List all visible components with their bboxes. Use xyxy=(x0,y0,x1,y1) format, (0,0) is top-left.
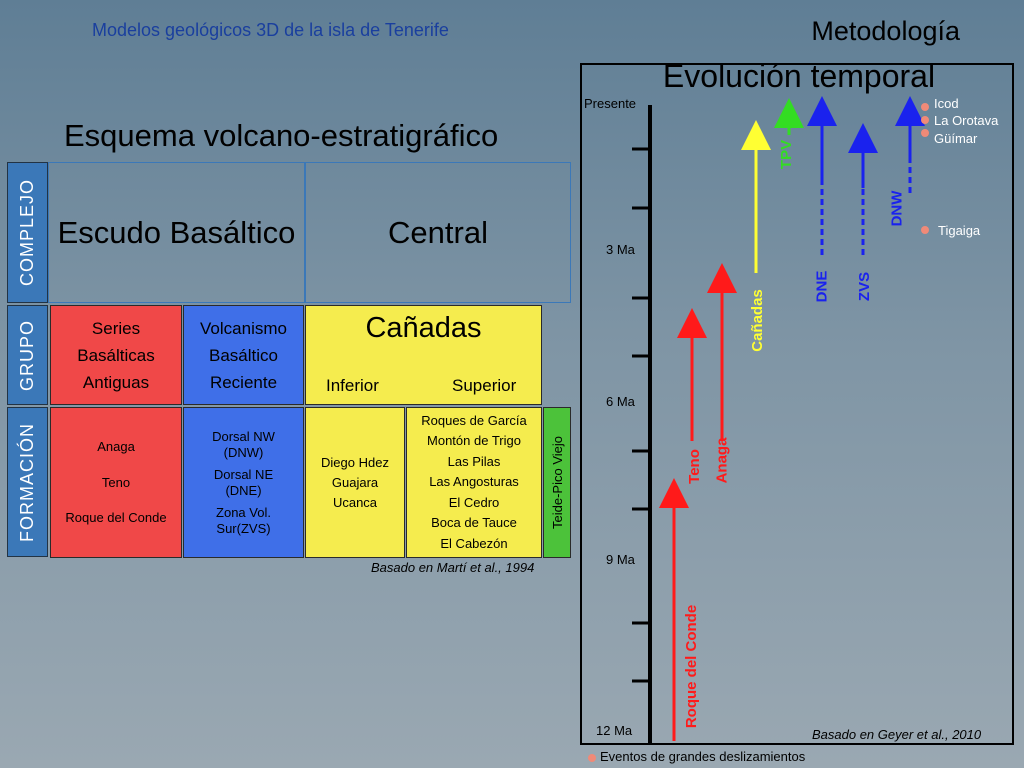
form-teide: Teide-Pico Viejo xyxy=(543,407,571,558)
central-label: Central xyxy=(388,214,488,250)
form-zvs-1: Zona Vol. xyxy=(216,504,271,520)
label-anaga: Anaga xyxy=(713,437,731,484)
form-superior: Roques de García Montón de Trigo Las Pil… xyxy=(406,407,542,558)
form-dnw-2: (DNW) xyxy=(223,444,264,460)
form-angosturas: Las Angosturas xyxy=(429,474,519,490)
grupo-canadas: Cañadas Inferior Superior xyxy=(305,305,542,405)
form-guajara: Guajara xyxy=(331,474,379,490)
volc-line2: Basáltico xyxy=(209,345,278,365)
label-zvs: ZVS xyxy=(856,271,874,302)
form-inferior: Diego Hdez Guajara Ucanca xyxy=(305,407,405,558)
time-presente: Presente xyxy=(584,96,637,111)
form-ucanca: Ucanca xyxy=(332,494,378,510)
form-series: Anaga Teno Roque del Conde xyxy=(50,407,182,558)
series-line1: Series xyxy=(91,318,141,338)
form-roque: Roque del Conde xyxy=(65,509,167,525)
section-title: Metodología xyxy=(811,16,960,46)
escudo-label: Escudo Basáltico xyxy=(57,214,296,250)
row-label-formacion: FORMACIÓN xyxy=(7,407,48,557)
presentation-subtitle: Modelos geológicos 3D de la isla de Tene… xyxy=(92,20,449,40)
timeline-title: Evolución temporal xyxy=(662,58,936,94)
time-9ma: 9 Ma xyxy=(606,552,635,567)
form-teno: Teno xyxy=(101,474,131,490)
form-volcanismo: Dorsal NW (DNW) Dorsal NE (DNE) Zona Vol… xyxy=(183,407,304,558)
timeline-panel xyxy=(580,63,1014,745)
legend-text: Eventos de grandes deslizamientos xyxy=(600,749,806,764)
time-12ma: 12 Ma xyxy=(596,723,633,738)
right-source-note: Basado en Geyer et al., 2010 xyxy=(812,727,982,742)
timeline-graphic xyxy=(632,96,929,743)
time-3ma: 3 Ma xyxy=(606,242,635,257)
form-diego: Diego Hdez xyxy=(321,454,389,470)
form-anaga: Anaga xyxy=(97,439,135,455)
left-source-note: Basado en Martí et al., 1994 xyxy=(371,560,535,575)
row-label-grupo: GRUPO xyxy=(7,305,48,405)
form-monton-trigo: Montón de Trigo xyxy=(427,433,521,449)
form-el-cabezon: El Cabezón xyxy=(440,535,508,551)
event-tigaiga: Tigaiga xyxy=(938,223,981,238)
volc-line3: Reciente xyxy=(209,372,278,392)
label-tpv: TPV xyxy=(778,139,796,170)
label-dne: DNE xyxy=(813,270,831,303)
form-zvs-2: Sur(ZVS) xyxy=(216,520,271,536)
event-guimar: Güímar xyxy=(934,131,978,146)
form-boca-tauce: Boca de Tauce xyxy=(431,515,517,531)
dot-orotava xyxy=(921,116,929,124)
time-6ma: 6 Ma xyxy=(606,394,635,409)
canadas-label: Cañadas xyxy=(365,312,482,344)
volc-line1: Volcanismo xyxy=(200,318,287,338)
label-dnw: DNW xyxy=(888,190,906,227)
row-label-complejo: COMPLEJO xyxy=(7,162,48,303)
label-roque: Roque del Conde xyxy=(683,604,701,729)
form-dne-1: Dorsal NE xyxy=(213,466,274,482)
form-dne-2: (DNE) xyxy=(225,482,262,498)
complejo-central: Central xyxy=(305,162,571,303)
scheme-title: Esquema volcano-estratigráfico xyxy=(64,118,499,153)
dot-icod xyxy=(921,103,929,111)
label-canadas: Cañadas xyxy=(748,289,766,352)
complejo-escudo: Escudo Basáltico xyxy=(48,162,305,303)
dot-guimar xyxy=(921,129,929,137)
dot-tigaiga xyxy=(921,226,929,234)
form-las-pilas: Las Pilas xyxy=(447,453,501,469)
inferior-label: Inferior xyxy=(326,376,379,395)
grupo-series: Series Basálticas Antiguas xyxy=(50,305,182,405)
series-line2: Basálticas xyxy=(77,345,155,365)
form-dnw-1: Dorsal NW xyxy=(212,428,275,444)
axis-ticks xyxy=(632,147,650,683)
form-roques-garcia: Roques de García xyxy=(421,412,527,428)
grupo-volcanismo: Volcanismo Basáltico Reciente xyxy=(183,305,304,405)
event-orotava: La Orotava xyxy=(934,113,999,128)
legend-dot xyxy=(588,753,596,762)
series-line3: Antiguas xyxy=(82,372,150,392)
form-el-cedro: El Cedro xyxy=(448,494,500,510)
label-teno: Teno xyxy=(685,449,703,484)
legend-deslizamientos: Eventos de grandes deslizamientos xyxy=(588,749,805,764)
superior-label: Superior xyxy=(452,376,517,395)
event-icod: Icod xyxy=(934,96,959,111)
teide-label: Teide-Pico Viejo xyxy=(549,436,565,529)
